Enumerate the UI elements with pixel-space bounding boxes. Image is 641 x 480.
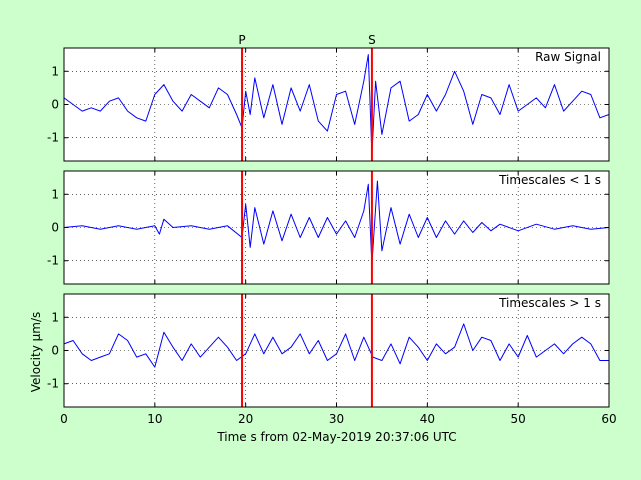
x-tick-label: 20 (238, 412, 253, 426)
y-tick-label: 1 (51, 187, 59, 201)
y-tick-label: 0 (51, 98, 59, 112)
series-line-1 (63, 323, 609, 368)
panels-group: P S -1 0 1 Raw Signal -1 0 1 Timescales < 1 s -1 0 1… (47, 33, 617, 426)
y-tick-label: 0 (51, 344, 59, 358)
panel-title: Timescales < 1 s (498, 173, 601, 187)
x-tick-label: 60 (601, 412, 616, 426)
y-tick-label: 1 (51, 310, 59, 324)
marker-label-s: S (368, 33, 376, 47)
panel-title: Raw Signal (535, 50, 601, 64)
x-tick-label: 40 (420, 412, 435, 426)
y-axis-label: Velocity μm/s (29, 312, 43, 393)
marker-label-p: P (238, 33, 245, 47)
y-tick-label: -1 (47, 254, 59, 268)
y-tick-label: -1 (47, 131, 59, 145)
y-tick-label: 0 (51, 221, 59, 235)
x-axis-label: Time s from 02-May-2019 20:37:06 UTC (216, 430, 456, 444)
x-tick-label: 10 (147, 412, 162, 426)
x-tick-label: 0 (60, 412, 68, 426)
x-tick-label: 50 (511, 412, 526, 426)
panel-1: P S -1 0 1 Raw Signal (47, 33, 610, 162)
panel-title: Timescales > 1 s (498, 296, 601, 310)
series-line-1 (63, 180, 610, 265)
panel-2: -1 0 1 Timescales < 1 s (47, 170, 610, 285)
y-tick-label: 1 (51, 64, 59, 78)
y-tick-label: -1 (47, 377, 59, 391)
series-line-1 (63, 54, 610, 155)
x-tick-label: 30 (329, 412, 344, 426)
